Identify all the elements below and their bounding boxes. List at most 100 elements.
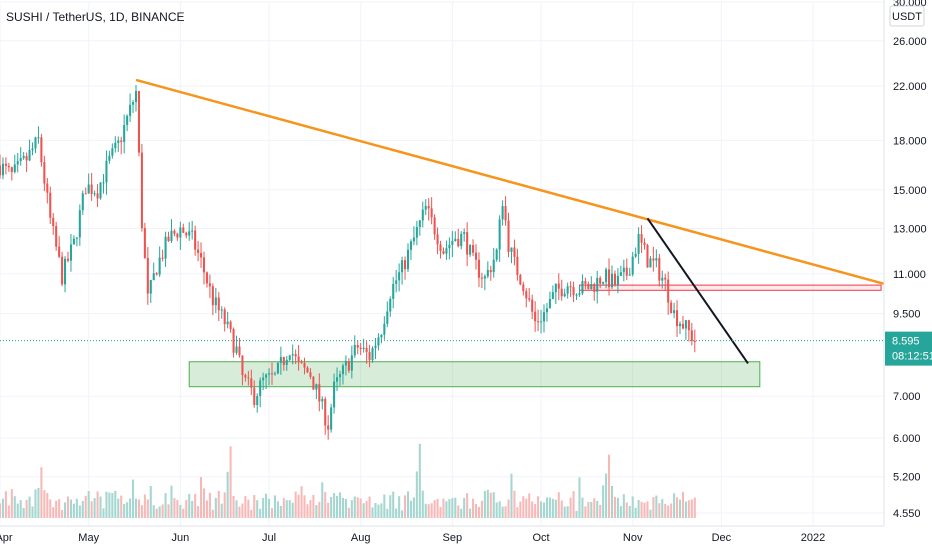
volume-bar bbox=[439, 506, 442, 518]
candle-body bbox=[374, 345, 377, 349]
volume-bar bbox=[415, 471, 418, 518]
time-tick-label: Jul bbox=[262, 532, 276, 544]
candle-body bbox=[167, 236, 170, 242]
candle-body bbox=[474, 252, 478, 260]
candle-body bbox=[362, 347, 365, 349]
volume-bar bbox=[205, 500, 208, 518]
volume-bar bbox=[480, 500, 483, 518]
candle-body bbox=[13, 164, 16, 172]
candle-body bbox=[52, 217, 55, 227]
volume-bar bbox=[324, 492, 327, 518]
volume-bar bbox=[557, 492, 560, 518]
volume-bar bbox=[69, 499, 72, 518]
candle-body bbox=[516, 256, 519, 275]
volume-bar bbox=[421, 490, 424, 518]
resistance-band bbox=[578, 284, 882, 291]
candle-body bbox=[380, 334, 383, 338]
candle-body bbox=[288, 355, 291, 360]
volume-bar bbox=[684, 501, 687, 518]
volume-bar bbox=[72, 503, 75, 518]
candle-body bbox=[341, 365, 344, 375]
candle-body bbox=[72, 238, 75, 245]
candle-body bbox=[640, 234, 643, 243]
candle-body bbox=[202, 257, 206, 273]
candle-body bbox=[631, 256, 634, 275]
candle-body bbox=[241, 355, 244, 376]
volume-bar bbox=[472, 498, 475, 518]
candle-body bbox=[4, 163, 7, 166]
volume-bar bbox=[117, 498, 120, 518]
volume-bar bbox=[143, 494, 146, 518]
volume-bar bbox=[75, 498, 78, 518]
candle-body bbox=[486, 269, 489, 277]
volume-bar bbox=[554, 499, 557, 518]
volume-bar bbox=[350, 500, 353, 518]
volume-bar bbox=[681, 491, 684, 518]
candle-body bbox=[531, 299, 534, 312]
candle-body bbox=[321, 398, 324, 402]
volume-bar bbox=[643, 502, 646, 518]
candle-body bbox=[99, 182, 102, 199]
volume-bar bbox=[134, 498, 138, 518]
candle-body bbox=[170, 230, 173, 242]
candle-body bbox=[593, 284, 596, 292]
candle-body bbox=[238, 346, 241, 356]
volume-bar bbox=[208, 492, 211, 518]
candle-body bbox=[460, 233, 463, 247]
candle-body bbox=[285, 359, 288, 365]
volume-bar bbox=[463, 497, 466, 518]
candle-body bbox=[229, 321, 232, 330]
volume-bar bbox=[578, 477, 581, 518]
volume-bar bbox=[548, 497, 551, 518]
volume-bar bbox=[341, 497, 344, 518]
candle-body bbox=[670, 302, 673, 314]
candle-body bbox=[152, 273, 155, 281]
candle-body bbox=[395, 280, 398, 284]
volume-bar bbox=[664, 503, 667, 518]
candle-body bbox=[525, 291, 528, 299]
candle-body bbox=[297, 356, 300, 362]
volume-bar bbox=[306, 504, 309, 518]
candle-body bbox=[383, 323, 386, 335]
volume-bar bbox=[87, 491, 90, 518]
candle-body bbox=[610, 273, 614, 288]
candle-body bbox=[28, 150, 31, 161]
volume-bar bbox=[10, 489, 13, 518]
volume-bar bbox=[34, 489, 37, 518]
volume-bar bbox=[424, 503, 427, 518]
currency-badge[interactable] bbox=[889, 5, 925, 27]
volume-bar bbox=[353, 496, 356, 518]
candle-body bbox=[7, 165, 10, 168]
price-tick-label: 7.000 bbox=[893, 391, 921, 403]
volume-bar bbox=[149, 485, 152, 518]
candle-body bbox=[176, 233, 179, 238]
volume-bar bbox=[436, 498, 439, 518]
candle-body bbox=[300, 361, 303, 363]
candle-body bbox=[232, 329, 235, 353]
candle-body bbox=[102, 182, 105, 184]
price-tick-label: 4.550 bbox=[893, 508, 921, 520]
candle-body bbox=[596, 277, 599, 292]
candle-body bbox=[469, 245, 472, 255]
candle-body bbox=[185, 232, 188, 236]
volume-bar bbox=[158, 506, 161, 518]
volume-bar bbox=[123, 503, 126, 518]
candle-body bbox=[389, 298, 392, 312]
candle-body bbox=[353, 345, 356, 356]
candle-body bbox=[182, 227, 185, 233]
candle-body bbox=[433, 217, 436, 235]
volume-bar bbox=[575, 511, 578, 518]
candle-body bbox=[687, 320, 690, 331]
candle-body bbox=[43, 162, 46, 184]
volume-bar bbox=[655, 495, 658, 518]
candle-body bbox=[681, 323, 684, 329]
volume-bar bbox=[489, 492, 492, 518]
candle-body bbox=[318, 384, 321, 402]
candle-body bbox=[451, 241, 454, 245]
price-tick-label: 6.000 bbox=[893, 433, 921, 445]
candle-body bbox=[575, 294, 578, 296]
volume-bar bbox=[531, 501, 534, 518]
candle-body bbox=[365, 347, 368, 353]
